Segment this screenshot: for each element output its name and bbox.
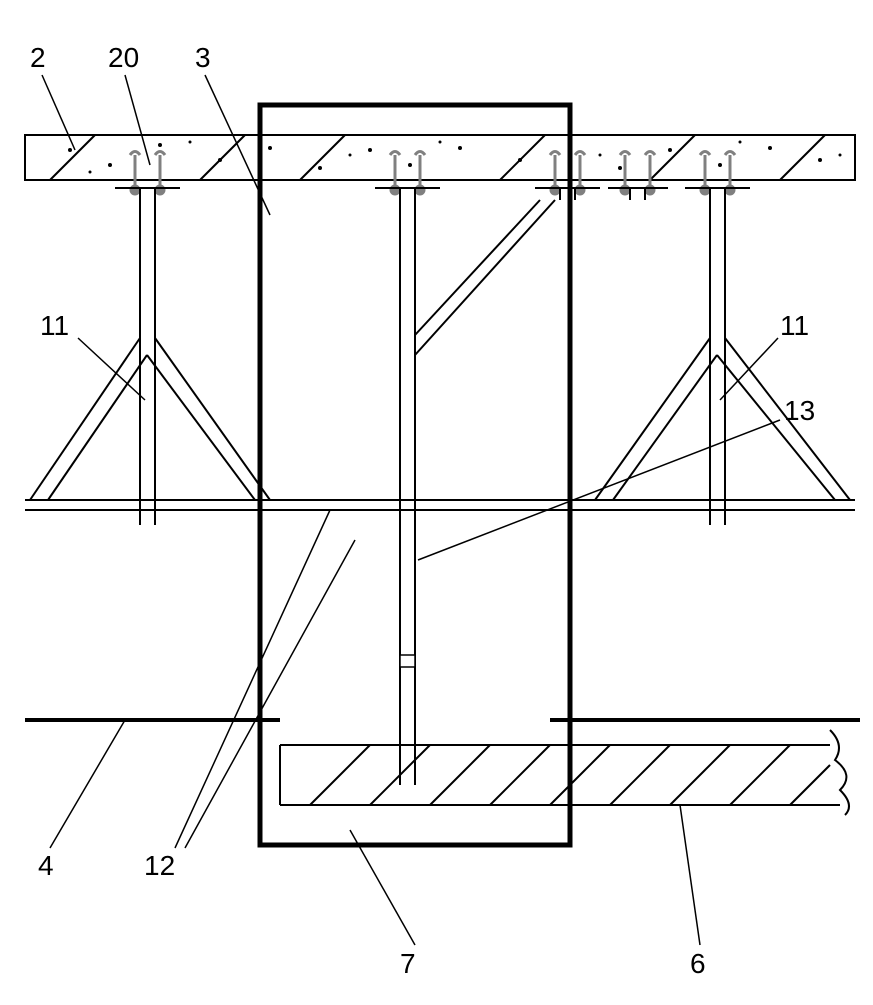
label-11-right: 11 (780, 310, 809, 342)
label-6: 6 (690, 948, 706, 980)
connector-box (400, 655, 415, 667)
label-11-left: 11 (40, 310, 69, 342)
label-2: 2 (30, 42, 46, 74)
vertical-posts (140, 188, 725, 785)
technical-diagram: 2 20 3 11 11 13 4 12 7 6 (0, 0, 873, 1000)
diagonal-brace (415, 200, 555, 355)
label-12: 12 (144, 850, 175, 882)
label-13: 13 (784, 395, 815, 427)
label-7: 7 (400, 948, 416, 980)
left-triangle-brace (30, 338, 270, 500)
lower-slab (280, 730, 849, 815)
label-4: 4 (38, 850, 54, 882)
label-20: 20 (108, 42, 139, 74)
label-3: 3 (195, 42, 211, 74)
upper-horizontal-lines (25, 500, 855, 510)
diagram-svg (0, 0, 873, 1000)
